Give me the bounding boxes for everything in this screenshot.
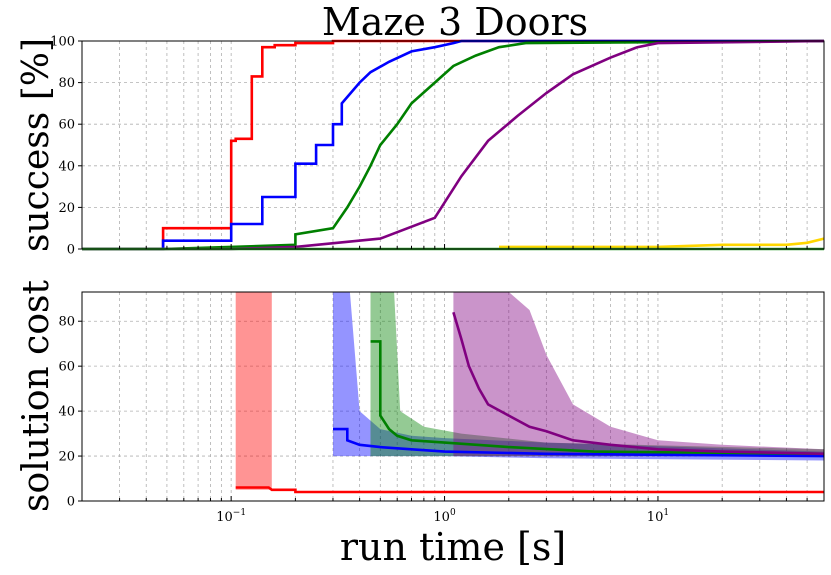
success-y-tick-label: 0 (67, 243, 75, 258)
chart-title: Maze 3 Doors (322, 0, 588, 44)
x-axis-label: run time [s] (340, 525, 566, 569)
success-series-line (82, 39, 825, 251)
success-series-line (82, 39, 824, 251)
success-y-tick-label: 60 (58, 118, 75, 133)
cost-range-band (453, 292, 824, 457)
success-ticks: 0 20 40 60 80 100 (50, 35, 825, 258)
cost-y-tick-label: 60 (58, 360, 75, 375)
success-y-tick-label: 80 (58, 76, 75, 91)
cost-ticks: 0 20 40 60 80 10−1 100 101 (58, 315, 825, 525)
cost-series-line (235, 486, 824, 494)
success-y-tick-label: 40 (58, 159, 75, 174)
cost-axes-frame (81, 291, 825, 502)
cost-bands (235, 292, 824, 492)
x-tick-label: 101 (647, 508, 669, 525)
success-series-line (499, 237, 825, 249)
success-series-line (82, 39, 824, 251)
cost-y-tick-label: 0 (67, 495, 75, 510)
success-panel: 0 20 40 60 80 100 success [%] (16, 35, 825, 258)
success-gridlines (81, 40, 825, 250)
cost-y-tick-label: 20 (58, 450, 75, 465)
cost-gridlines (81, 292, 825, 502)
success-axes-frame (81, 40, 825, 250)
cost-series-line (333, 427, 825, 458)
x-tick-label: 10−1 (216, 508, 246, 525)
cost-y-axis-label: solution cost (16, 280, 57, 512)
success-y-tick-label: 100 (50, 35, 75, 50)
cost-series-line (452, 311, 825, 456)
success-series-line (82, 39, 825, 251)
success-series (82, 39, 825, 251)
cost-series (235, 311, 825, 494)
success-y-axis-label: success [%] (16, 38, 57, 252)
cost-y-tick-label: 80 (58, 315, 75, 330)
success-y-tick-label: 20 (58, 201, 75, 216)
cost-series-line (370, 340, 825, 456)
cost-panel: 0 20 40 60 80 10−1 100 101 solution cost (16, 280, 825, 525)
cost-range-band (333, 292, 824, 461)
x-tick-label: 100 (433, 508, 456, 525)
cost-y-tick-label: 40 (58, 405, 75, 420)
